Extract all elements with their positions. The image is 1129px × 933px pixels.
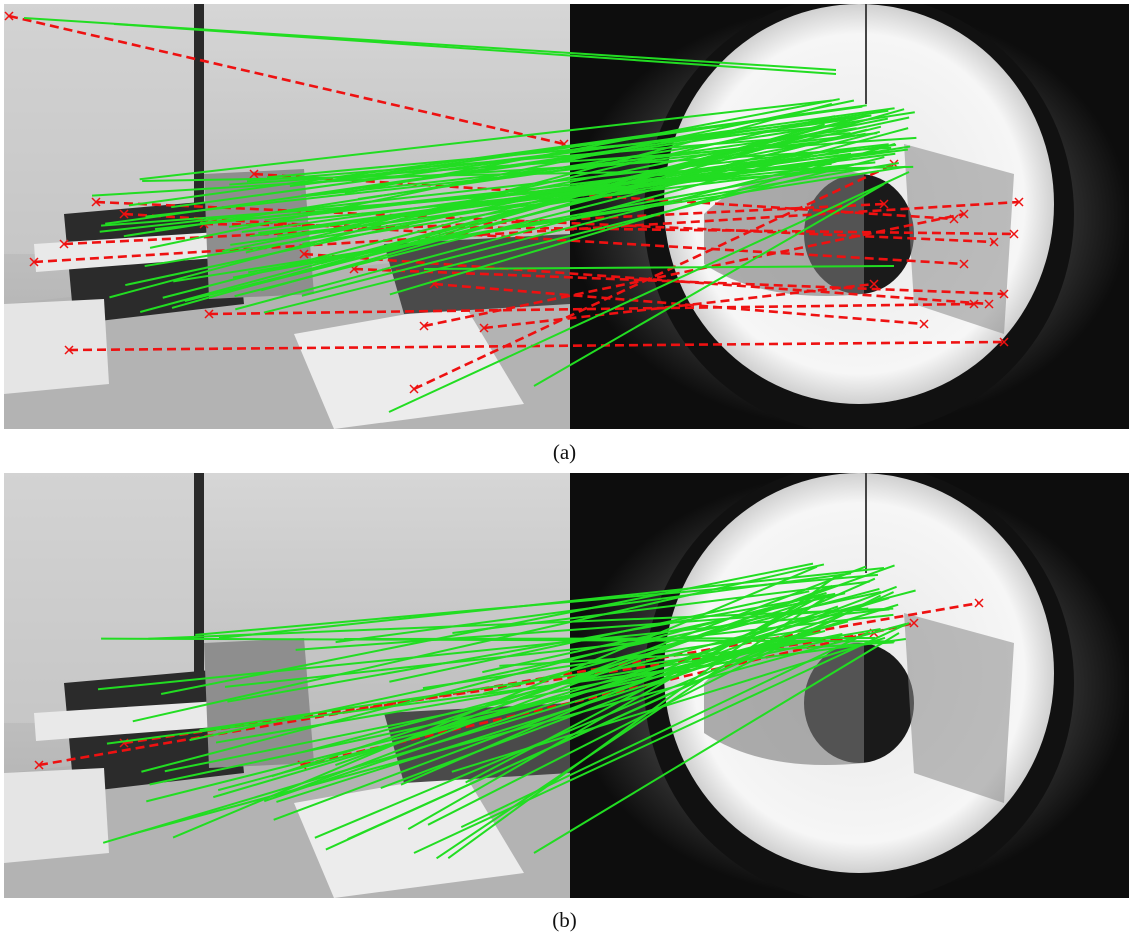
outlier-marker: [34, 760, 44, 770]
outlier-marker: [999, 337, 1009, 347]
inlier-match-line: [172, 565, 818, 839]
inlier-match-line: [128, 104, 867, 207]
inlier-match-line: [423, 265, 895, 270]
outlier-marker: [204, 309, 214, 319]
panel-a-image: [4, 4, 1129, 429]
outlier-match-line: [8, 14, 565, 146]
outlier-marker: [59, 239, 69, 249]
outlier-marker: [119, 209, 129, 219]
inlier-match-line: [97, 608, 890, 691]
inlier-match-line: [344, 637, 876, 641]
inlier-match-line: [199, 638, 814, 731]
inlier-match-line: [102, 603, 899, 844]
inlier-match-line: [301, 109, 889, 197]
outlier-match-line: [353, 267, 1005, 296]
panel-a: [4, 4, 1129, 429]
outlier-marker: [919, 319, 929, 329]
inlier-match-line: [301, 156, 847, 297]
outlier-match-line: [208, 302, 975, 316]
outlier-marker: [29, 257, 39, 267]
outlier-match-line: [413, 162, 895, 391]
panel-b-image: [4, 473, 1129, 898]
outlier-marker: [1009, 229, 1019, 239]
inlier-match-line: [400, 125, 828, 247]
outlier-match-line: [68, 340, 1005, 352]
inlier-match-line: [99, 143, 889, 233]
outlier-marker: [869, 279, 879, 289]
outlier-marker: [959, 259, 969, 269]
inlier-match-line: [218, 567, 885, 639]
caption-b: (b): [552, 908, 577, 932]
inlier-match-line: [113, 23, 837, 75]
feature-matches-a: [4, 11, 1024, 413]
outlier-match-line: [433, 282, 925, 326]
outlier-marker: [419, 321, 429, 331]
inlier-match-line: [149, 640, 824, 786]
outlier-match-line: [303, 252, 990, 306]
inlier-match-line: [357, 127, 857, 200]
inlier-match-line: [314, 627, 813, 839]
inlier-match-line: [452, 580, 870, 635]
outlier-marker: [984, 299, 994, 309]
inlier-match-line: [413, 622, 910, 854]
inlier-match-line: [184, 125, 882, 303]
inlier-match-line: [149, 99, 855, 249]
outlier-marker: [909, 618, 919, 628]
panel-b: [4, 473, 1129, 898]
right-fisheye-photo: [570, 473, 1129, 898]
inlier-match-line: [141, 592, 827, 773]
inlier-match-line: [276, 631, 813, 803]
inlier-match-line: [388, 171, 910, 413]
outlier-marker: [959, 209, 969, 219]
outlier-marker: [64, 345, 74, 355]
inlier-match-line: [224, 613, 894, 688]
outlier-marker: [949, 214, 959, 224]
outlier-marker: [989, 237, 999, 247]
left-photo: [4, 4, 570, 429]
inlier-match-line: [91, 146, 892, 197]
inlier-match-line: [246, 132, 851, 183]
outlier-match-line: [423, 212, 965, 328]
outlier-marker: [879, 199, 889, 209]
inlier-match-line: [146, 629, 826, 803]
outlier-marker: [969, 299, 979, 309]
outlier-marker: [479, 323, 489, 333]
inlier-match-line: [533, 183, 885, 387]
outlier-marker: [1014, 197, 1024, 207]
inlier-match-line: [249, 148, 908, 238]
outlier-marker: [4, 11, 14, 21]
right-fisheye-photo: [570, 4, 1129, 429]
outlier-marker: [299, 249, 309, 259]
outlier-match-line: [203, 222, 1015, 236]
inlier-match-line: [100, 167, 869, 227]
outlier-marker: [999, 289, 1009, 299]
inlier-match-line: [144, 149, 847, 268]
inlier-match-line: [106, 638, 906, 745]
inlier-match-line: [460, 631, 869, 829]
inlier-match-line: [227, 592, 836, 703]
inlier-match-line: [263, 156, 885, 314]
inlier-match-line: [228, 161, 876, 228]
outlier-match-line: [33, 200, 1020, 264]
outlier-marker: [409, 384, 419, 394]
inlier-match-line: [145, 140, 827, 218]
inlier-match-line: [499, 641, 894, 667]
inlier-match-line: [189, 591, 882, 742]
feature-matches-b: [34, 562, 984, 860]
left-photo: [4, 473, 570, 898]
outlier-marker: [974, 598, 984, 608]
inlier-match-line: [289, 105, 863, 188]
inlier-match-line: [101, 637, 895, 643]
outlier-marker: [249, 169, 259, 179]
inlier-match-line: [160, 562, 814, 696]
inlier-match-line: [533, 632, 900, 854]
inlier-match-line: [139, 99, 832, 181]
caption-a: (a): [552, 440, 577, 464]
outlier-marker: [91, 197, 101, 207]
